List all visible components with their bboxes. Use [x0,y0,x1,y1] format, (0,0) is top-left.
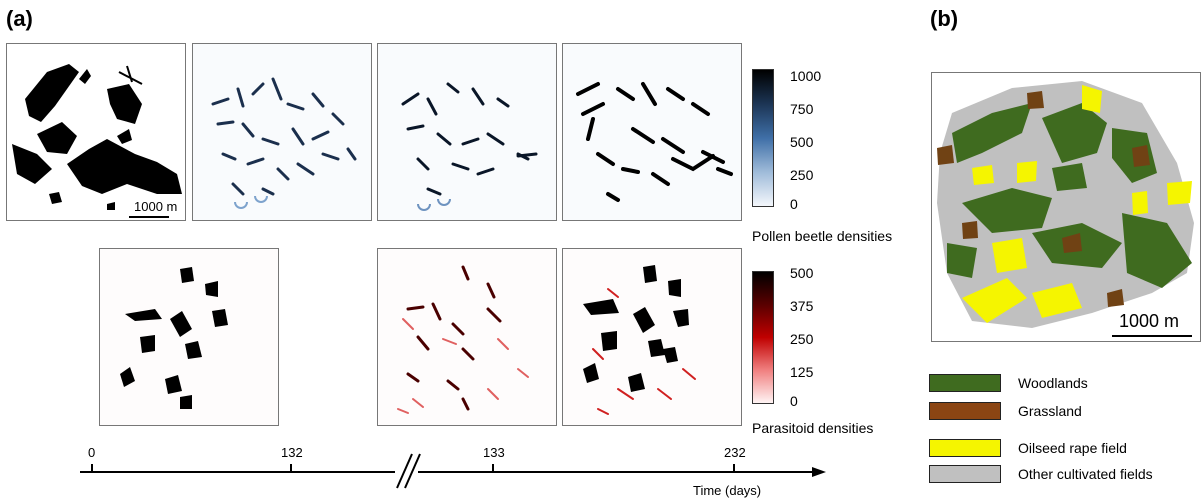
parasitoid-map-2 [377,248,557,426]
pollen-colorbar [752,69,774,207]
parasitoid-tick-250: 250 [790,331,814,347]
legend-label-woodlands: Woodlands [1018,375,1088,391]
map-b-scale-label: 1000 m [1119,311,1180,331]
parasitoid-tick-375: 375 [790,298,814,314]
pollen-colorbar-title: Pollen beetle densities [752,228,893,244]
pollen-tick-750: 750 [790,101,814,117]
parasitoid-tick-125: 125 [790,364,814,380]
legend-label-grassland: Grassland [1018,403,1082,419]
pollen-map-3 [562,43,742,221]
timeline-axis [80,453,826,489]
timeline-axis-label: Time (days) [693,483,762,498]
legend-label-other-fields: Other cultivated fields [1018,466,1153,482]
legend-label-oilseed-rape: Oilseed rape field [1018,440,1127,456]
pollen-map-2 [377,43,557,221]
scale-bar [129,216,169,218]
pollen-tick-0: 0 [790,196,798,212]
parasitoid-tick-0: 0 [790,393,798,409]
parasitoid-map-3 [562,248,742,426]
panel-label-b: (b) [930,6,959,31]
parasitoid-tick-500: 500 [790,265,814,281]
legend-swatch-oilseed-rape [929,439,1001,457]
pollen-tick-500: 500 [790,134,814,150]
oilseed-rape-shapes [12,64,182,210]
parasitoid-colorbar [752,271,774,404]
time-tick-133: 133 [483,445,505,460]
legend-swatch-grassland [929,402,1001,420]
pollen-tick-1000: 1000 [790,68,822,84]
parasitoid-colorbar-title: Parasitoid densities [752,420,874,436]
pollen-map-1 [192,43,372,221]
pollen-tick-250: 250 [790,167,814,183]
time-tick-232: 232 [724,445,746,460]
time-tick-0: 0 [88,445,96,460]
legend-swatch-other-fields [929,465,1001,483]
scale-bar-label: 1000 m [134,199,178,214]
oilseed-rape-map: 1000 m [6,43,186,221]
land-use-map: 1000 m [931,72,1201,342]
map-b-scale-bar [1112,335,1192,337]
panel-label-a: (a) [6,6,33,31]
time-tick-132: 132 [281,445,303,460]
legend-swatch-woodlands [929,374,1001,392]
parasitoid-map-1 [99,248,279,426]
